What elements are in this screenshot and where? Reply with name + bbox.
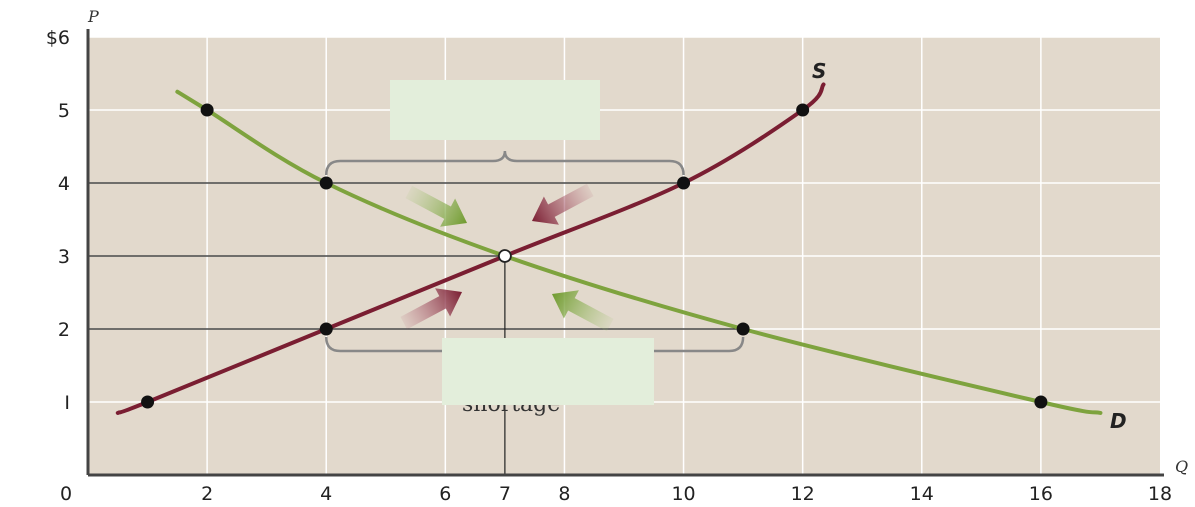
arrow-demand-down-right bbox=[405, 185, 468, 227]
x-tick-label: 4 bbox=[320, 483, 332, 505]
y-tick-label: I bbox=[64, 392, 70, 414]
y-tick-label: $6 bbox=[46, 27, 70, 49]
y-tick-label: 2 bbox=[58, 319, 70, 341]
data-points bbox=[141, 103, 1048, 409]
data-point bbox=[1034, 395, 1048, 409]
x-tick-label: 2 bbox=[201, 483, 213, 505]
x-tick-label: 18 bbox=[1148, 483, 1172, 505]
x-tick-label: 16 bbox=[1029, 483, 1053, 505]
axes: 0 2 4 6 7 8 10 12 14 16 18 I 2 3 4 5 $6 bbox=[46, 27, 1172, 505]
data-point bbox=[200, 103, 214, 117]
surplus-label-cover bbox=[390, 80, 600, 140]
y-axis-name: P bbox=[87, 7, 99, 26]
surplus-bracket bbox=[324, 150, 685, 176]
x-tick-label: 6 bbox=[439, 483, 451, 505]
data-point bbox=[319, 176, 333, 190]
y-tick-label: 5 bbox=[58, 100, 70, 122]
arrow-supply-down-left bbox=[531, 183, 594, 225]
label-covers bbox=[390, 80, 654, 405]
data-point bbox=[796, 103, 810, 117]
x-tick-label: 0 bbox=[60, 483, 72, 505]
x-tick-label: 10 bbox=[671, 483, 695, 505]
demand-curve bbox=[175, 89, 1103, 415]
curve-label-d: D bbox=[1110, 409, 1127, 433]
x-tick-label: 8 bbox=[558, 483, 570, 505]
data-point bbox=[141, 395, 155, 409]
x-tick-label: 12 bbox=[791, 483, 815, 505]
x-tick-label: 7 bbox=[499, 483, 511, 505]
equilibrium-point bbox=[497, 249, 512, 263]
data-point bbox=[319, 322, 333, 336]
data-point bbox=[736, 322, 750, 336]
y-tick-label: 4 bbox=[58, 173, 70, 195]
arrow-supply-up-right bbox=[400, 288, 463, 330]
data-point bbox=[677, 176, 691, 190]
curve-label-s: S bbox=[812, 59, 826, 83]
x-tick-label: 14 bbox=[910, 483, 934, 505]
shortage-label-cover bbox=[442, 338, 654, 405]
adjustment-arrows bbox=[400, 183, 614, 332]
arrow-demand-up-left bbox=[551, 290, 614, 332]
x-axis-name: Q bbox=[1175, 457, 1188, 476]
y-tick-label: 3 bbox=[58, 246, 70, 268]
